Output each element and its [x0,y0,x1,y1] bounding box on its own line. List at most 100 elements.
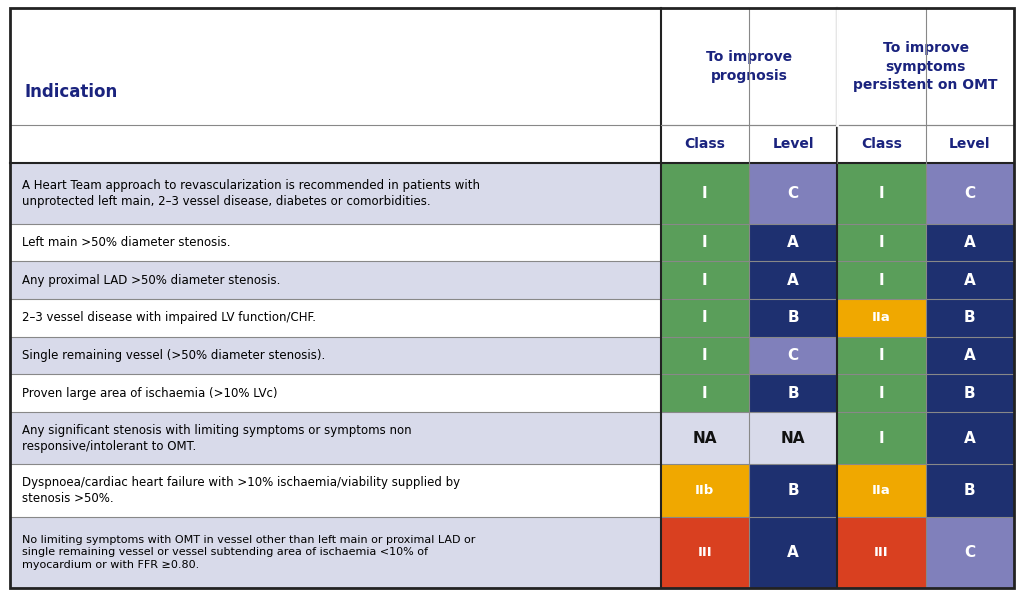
Bar [838,374,926,412]
Text: I: I [702,348,708,363]
Bar [660,125,749,163]
Text: Class: Class [684,137,725,151]
Text: III: III [697,546,712,559]
Bar [838,412,926,464]
Bar [749,163,838,224]
Text: B: B [787,311,799,325]
Text: Any significant stenosis with limiting symptoms or symptoms non
responsive/intol: Any significant stenosis with limiting s… [22,424,412,453]
Text: Level: Level [772,137,814,151]
Text: I: I [879,273,885,288]
Text: A: A [787,235,799,250]
Text: I: I [702,386,708,401]
Bar [10,262,660,299]
Bar [926,517,1014,588]
Bar [749,517,838,588]
Text: C: C [787,186,799,201]
Bar [10,299,660,337]
Text: I: I [702,311,708,325]
Text: I: I [879,431,885,446]
Text: A Heart Team approach to revascularization is recommended in patients with
unpro: A Heart Team approach to revascularizati… [22,179,480,208]
Text: A: A [964,235,976,250]
Text: Indication: Indication [24,83,118,101]
Text: C: C [965,545,976,560]
Bar [926,224,1014,262]
Text: NA: NA [692,431,717,446]
Bar [10,517,660,588]
Bar [838,163,926,224]
Text: To improve
symptoms
persistent on OMT: To improve symptoms persistent on OMT [853,41,998,92]
Bar [10,464,660,517]
Bar [749,464,838,517]
Text: Left main >50% diameter stenosis.: Left main >50% diameter stenosis. [22,236,230,249]
Text: I: I [702,235,708,250]
Text: A: A [964,431,976,446]
Text: A: A [787,273,799,288]
Text: 2–3 vessel disease with impaired LV function/CHF.: 2–3 vessel disease with impaired LV func… [22,311,316,324]
Bar [838,125,926,163]
Bar [926,299,1014,337]
Bar [749,374,838,412]
Bar [749,125,838,163]
Bar [838,224,926,262]
Text: Single remaining vessel (>50% diameter stenosis).: Single remaining vessel (>50% diameter s… [22,349,326,362]
Bar [926,412,1014,464]
Bar [660,374,749,412]
Text: To improve
prognosis: To improve prognosis [706,51,792,83]
Text: I: I [702,186,708,201]
Bar [10,412,660,464]
Bar [660,8,838,125]
Bar [660,337,749,374]
Text: B: B [964,483,976,498]
Text: I: I [879,348,885,363]
Bar [749,299,838,337]
Bar [10,374,660,412]
Bar [660,224,749,262]
Bar [10,125,660,163]
Text: Dyspnoea/cardiac heart failure with >10% ischaemia/viability supplied by
stenosi: Dyspnoea/cardiac heart failure with >10%… [22,476,460,505]
Bar [926,464,1014,517]
Text: Proven large area of ischaemia (>10% LVc): Proven large area of ischaemia (>10% LVc… [22,387,278,400]
Text: I: I [702,273,708,288]
Bar [10,163,660,224]
Text: IIa: IIa [872,484,891,497]
Text: Class: Class [861,137,902,151]
Text: A: A [964,348,976,363]
Text: B: B [964,386,976,401]
Text: III: III [874,546,889,559]
Bar [10,8,660,125]
Bar [660,262,749,299]
Text: No limiting symptoms with OMT in vessel other than left main or proximal LAD or
: No limiting symptoms with OMT in vessel … [22,535,475,570]
Text: I: I [879,235,885,250]
Bar [10,224,660,262]
Bar [838,517,926,588]
Bar [660,163,749,224]
Text: B: B [787,483,799,498]
Text: I: I [879,386,885,401]
Bar [749,412,838,464]
Text: Any proximal LAD >50% diameter stenosis.: Any proximal LAD >50% diameter stenosis. [22,274,281,287]
Bar [838,464,926,517]
Bar [926,125,1014,163]
Bar [926,337,1014,374]
Bar [660,412,749,464]
Text: B: B [787,386,799,401]
Text: C: C [787,348,799,363]
Text: IIb: IIb [695,484,715,497]
Bar [660,299,749,337]
Bar [838,337,926,374]
Bar [749,224,838,262]
Bar [10,337,660,374]
Text: Level: Level [949,137,990,151]
Text: C: C [965,186,976,201]
Bar [660,464,749,517]
Text: NA: NA [781,431,805,446]
Text: I: I [879,186,885,201]
Bar [926,262,1014,299]
Text: A: A [964,273,976,288]
Text: A: A [787,545,799,560]
Bar [749,337,838,374]
Bar [838,299,926,337]
Text: B: B [964,311,976,325]
Bar [749,262,838,299]
Text: IIa: IIa [872,311,891,324]
